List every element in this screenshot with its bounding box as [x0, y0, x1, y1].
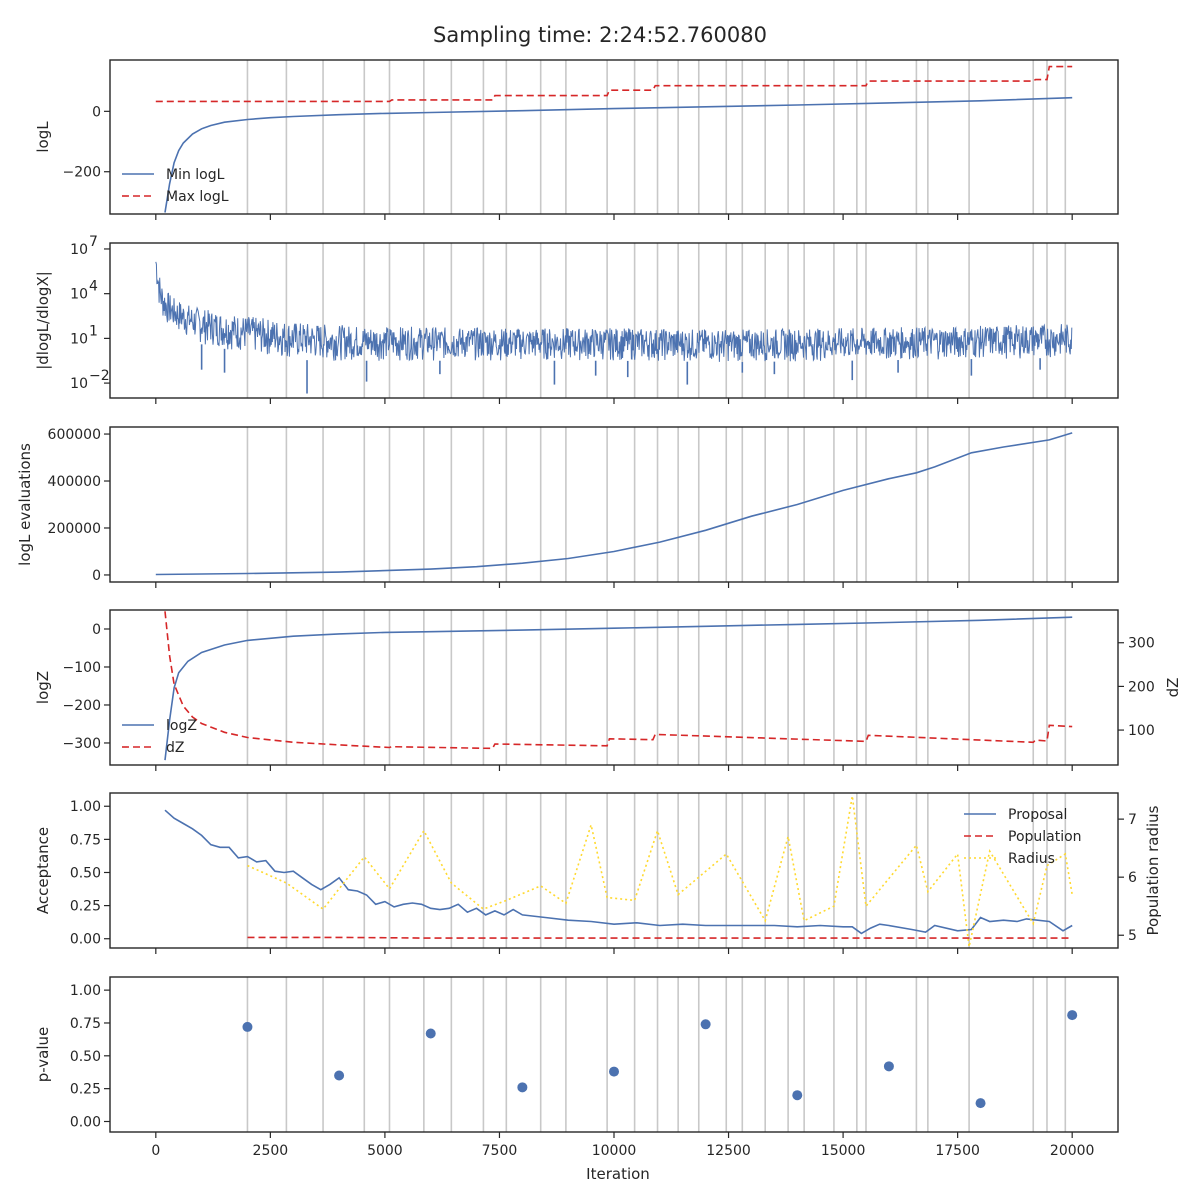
xtick-label-1: 2500	[253, 1143, 289, 1159]
xtick-label-0: 0	[151, 1143, 160, 1159]
panel-4-ytick-right-label-1: 200	[1128, 679, 1155, 695]
panel-4-legend-label-1: dZ	[166, 740, 184, 756]
panel-4-ytick-right-label-2: 300	[1128, 636, 1155, 652]
panel-3-frame	[109, 426, 1119, 583]
panel-3-ytick-label-2: 400000	[48, 474, 101, 490]
panel-4-ylabel-right: dZ	[1164, 678, 1182, 698]
panel-3-ytick-label-3: 600000	[48, 427, 101, 443]
panel-4-series-1	[164, 611, 1073, 750]
panel-6: 0.00 0.25 0.50 0.75 1.00 0 2500 5000 7500 10000 12…	[34, 976, 1119, 1159]
panel-6-point-9	[1067, 1010, 1078, 1021]
xtick-label-7: 17500	[935, 1143, 980, 1159]
panel-2-ytick-label-0: 10	[70, 242, 88, 258]
panel-4-series-0	[164, 616, 1073, 761]
panel-1-legend-label-1: Max logL	[166, 189, 229, 205]
xtick-label-4: 10000	[592, 1143, 637, 1159]
panel-5-ylabel: Acceptance	[34, 827, 52, 914]
panel-5-legend-label-0: Proposal	[1008, 807, 1067, 823]
xtick-label-2: 5000	[367, 1143, 403, 1159]
panel-6-ytick-label-1: 0.25	[70, 1082, 101, 1098]
panel-5-ytick-right-label-2: 7	[1128, 812, 1137, 828]
panel-2-series-0	[155, 261, 1073, 362]
panel-5-ytick-right-label-0: 5	[1128, 928, 1137, 944]
panel-2-ytick-exp-3: −2	[89, 368, 110, 384]
panel-4-frame	[109, 609, 1119, 766]
panel-3-ylabel: logL evaluations	[16, 443, 34, 566]
xtick-label-6: 15000	[821, 1143, 866, 1159]
panel-1: 0 −200 logL Min logL Max logL	[34, 59, 1119, 220]
xtick-label-3: 7500	[482, 1143, 518, 1159]
panel-5-ytick-right-label-1: 6	[1128, 870, 1137, 886]
panel-3-ytick-label-0: 0	[92, 568, 101, 584]
panel-4-ylabel: logZ	[34, 671, 52, 704]
panel-6-ytick-label-2: 0.50	[70, 1049, 101, 1065]
panel-5: 0.00 0.25 0.50 0.75 1.00 Acceptance 5 6 7 Populat…	[34, 792, 1162, 954]
panel-2-ytick-exp-2: 1	[89, 323, 98, 339]
panel-6-ylabel: p-value	[34, 1027, 52, 1083]
panel-6-point-0	[242, 1021, 253, 1032]
panel-6-point-3	[517, 1082, 528, 1093]
panel-5-ytick-label-0: 0.00	[70, 932, 101, 948]
panel-2-ytick-label-2: 10	[70, 331, 88, 347]
panel-4-ytick-label-3: −300	[63, 736, 101, 752]
panel-1-legend-label-0: Min logL	[166, 167, 225, 183]
panel-2-ytick-label-3: 10	[70, 376, 88, 392]
panel-1-ylabel: logL	[34, 121, 52, 153]
panel-6-ytick-label-4: 1.00	[70, 983, 101, 999]
panel-3: 0 200000 400000 600000 logL evaluations	[16, 426, 1119, 588]
xtick-label-5: 12500	[706, 1143, 751, 1159]
panel-4-ytick-label-0: 0	[92, 622, 101, 638]
xtick-label-8: 20000	[1050, 1143, 1095, 1159]
panel-6-point-2	[425, 1028, 436, 1039]
panel-4-legend-label-0: logZ	[166, 718, 197, 734]
panel-5-ytick-label-2: 0.50	[70, 865, 101, 881]
panel-2-ytick-exp-1: 4	[89, 279, 98, 295]
panel-1-ytick-label-0: 0	[92, 104, 101, 120]
panel-5-series-2	[247, 795, 1073, 947]
panel-6-point-8	[975, 1098, 986, 1109]
panel-6-point-1	[334, 1070, 345, 1081]
figure-title: Sampling time: 2:24:52.760080	[433, 23, 767, 47]
panel-6-point-4	[609, 1066, 619, 1077]
panel-1-series-1	[155, 65, 1073, 103]
panel-5-legend-label-2: Radius	[1008, 851, 1055, 867]
panel-5-ytick-label-4: 1.00	[70, 799, 101, 815]
panel-5-legend-label-1: Population	[1008, 829, 1082, 845]
panel-1-series-0	[164, 96, 1073, 213]
panel-3-series-0	[155, 432, 1073, 576]
panel-4-ytick-right-label-0: 100	[1128, 723, 1155, 739]
panel-6-frame	[109, 976, 1119, 1133]
panel-6-ytick-label-0: 0.00	[70, 1114, 101, 1130]
panel-6-point-7	[883, 1061, 894, 1072]
panel-4-ytick-label-2: −200	[63, 698, 101, 714]
panel-5-ytick-label-1: 0.25	[70, 899, 101, 915]
panel-5-series-1	[247, 936, 1073, 939]
x-axis-label: Iteration	[586, 1165, 650, 1183]
panel-2-ylabel: |dlogL/dlogX|	[34, 271, 52, 370]
panel-2-frame	[109, 242, 1119, 399]
panel-6-point-5	[700, 1019, 711, 1030]
panel-6-point-6	[792, 1090, 803, 1101]
panel-1-ytick-label-1: −200	[63, 165, 101, 181]
panel-5-ylabel-right: Population radius	[1144, 805, 1162, 935]
panel-2-ytick-label-1: 10	[70, 287, 88, 303]
panel-4-ytick-label-1: −100	[63, 660, 101, 676]
panel-5-ytick-label-3: 0.75	[70, 832, 101, 848]
panel-5-series-0	[164, 809, 1073, 935]
panel-1-frame	[109, 59, 1119, 215]
panel-3-ytick-label-1: 200000	[48, 521, 101, 537]
panel-4: 0 −100 −200 −300 logZ 100 200 300 dZ logZ dZ	[34, 609, 1182, 771]
panel-5-frame	[109, 792, 1119, 949]
panel-2-ytick-exp-0: 7	[89, 234, 98, 250]
panel-6-ytick-label-3: 0.75	[70, 1016, 101, 1032]
